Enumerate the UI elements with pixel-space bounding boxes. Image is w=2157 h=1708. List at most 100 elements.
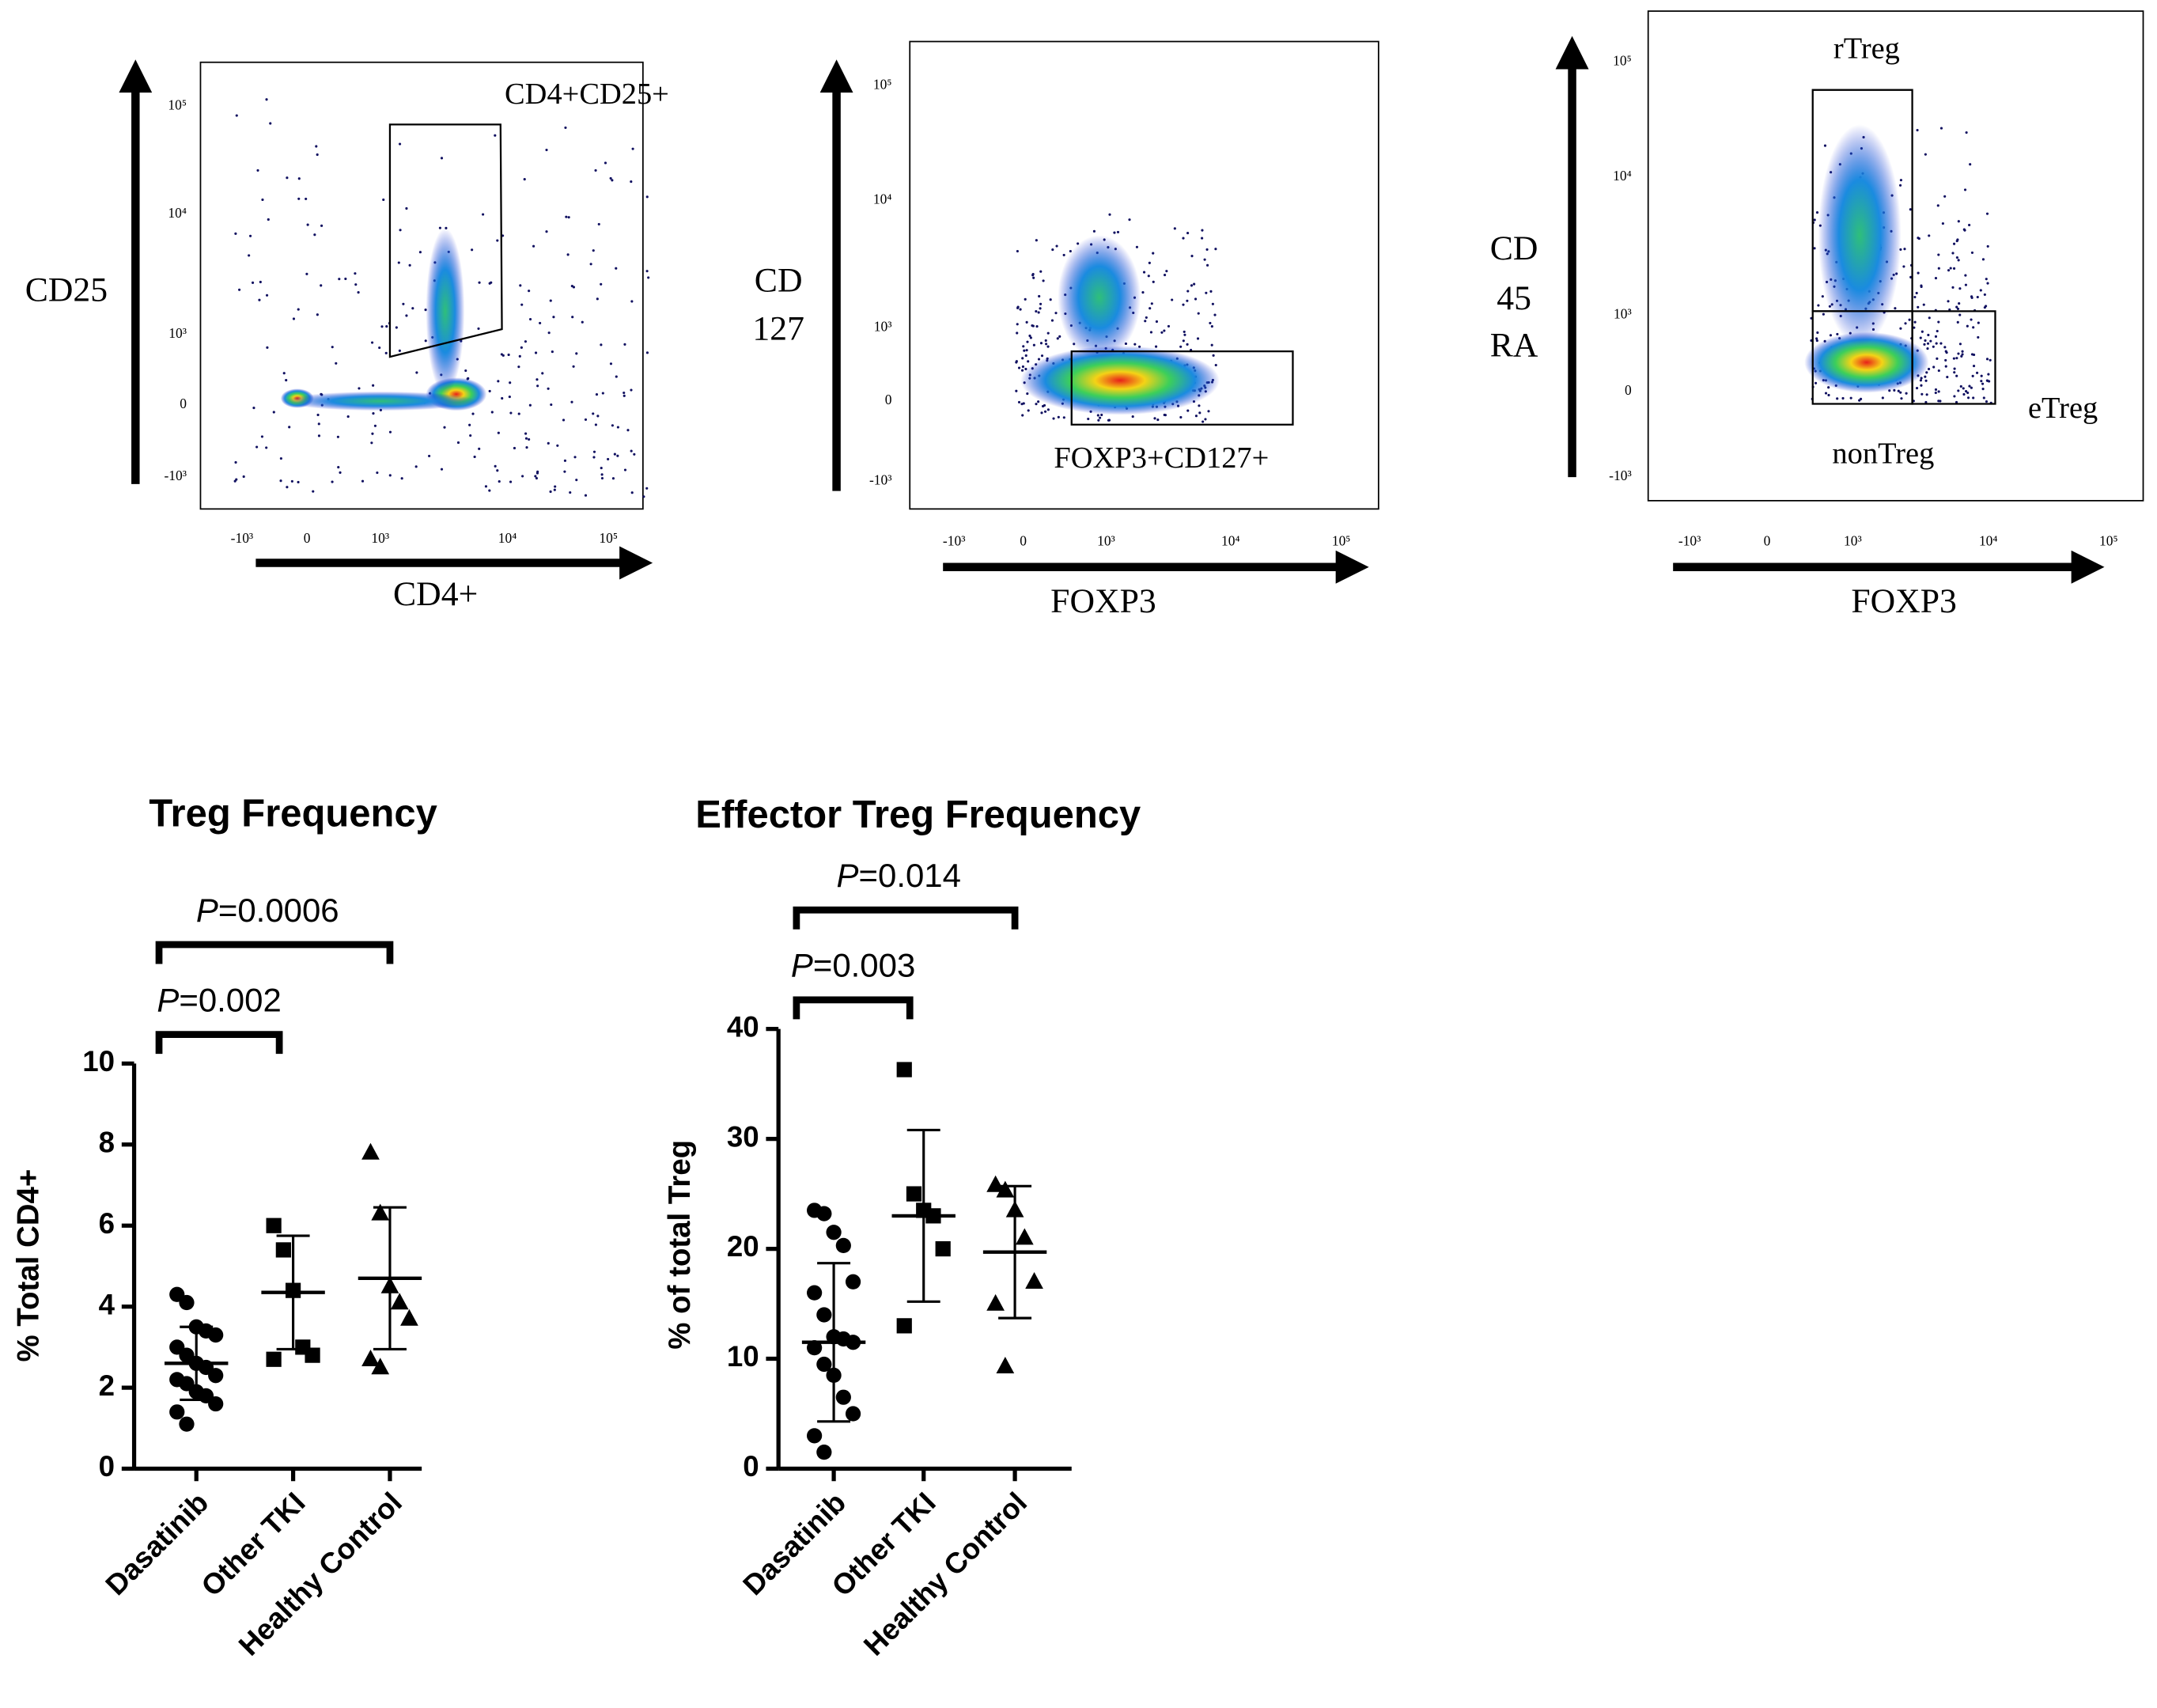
event-dot bbox=[1205, 248, 1209, 251]
event-dot bbox=[1150, 302, 1153, 305]
event-dot bbox=[1958, 343, 1962, 346]
event-dot bbox=[1932, 365, 1936, 369]
event-dot bbox=[1944, 365, 1947, 368]
event-dot bbox=[1035, 309, 1038, 313]
event-dot bbox=[584, 494, 588, 497]
event-dot bbox=[549, 490, 552, 494]
event-dot bbox=[1926, 342, 1930, 345]
event-dot bbox=[1021, 357, 1024, 360]
event-dot bbox=[373, 424, 377, 427]
event-dot bbox=[1017, 366, 1021, 369]
event-dot bbox=[611, 424, 614, 427]
event-dot bbox=[545, 148, 548, 152]
data-point bbox=[208, 1327, 224, 1343]
event-dot bbox=[1905, 392, 1908, 395]
event-dot bbox=[1934, 335, 1938, 338]
event-dot bbox=[1154, 345, 1158, 348]
event-dot bbox=[1972, 326, 1975, 329]
y-tick-label: 10⁵ bbox=[168, 97, 187, 113]
event-dot bbox=[1937, 267, 1940, 270]
event-dot bbox=[1022, 402, 1025, 405]
event-dot bbox=[1039, 302, 1043, 305]
event-dot bbox=[1163, 413, 1166, 417]
x-tick-label: 10⁵ bbox=[599, 530, 618, 546]
event-dot bbox=[1026, 340, 1029, 343]
x-tick-label: 10⁴ bbox=[1221, 532, 1240, 548]
data-point bbox=[816, 1307, 832, 1323]
y-tick-label: 0 bbox=[885, 392, 892, 407]
y-tick-label: 40 bbox=[727, 1010, 759, 1043]
event-dot bbox=[1212, 354, 1215, 357]
event-dot bbox=[551, 350, 554, 354]
event-dot bbox=[269, 122, 272, 125]
event-dot bbox=[1977, 335, 1980, 339]
event-dot bbox=[615, 375, 618, 378]
event-dot bbox=[1899, 179, 1903, 182]
event-dot bbox=[1128, 218, 1131, 222]
event-dot bbox=[478, 281, 481, 284]
event-dot bbox=[1145, 316, 1148, 319]
event-dot bbox=[238, 288, 241, 291]
event-dot bbox=[596, 297, 599, 301]
event-dot bbox=[443, 426, 446, 429]
event-dot bbox=[645, 270, 649, 273]
y-tick-label: 10⁵ bbox=[873, 76, 892, 92]
data-point bbox=[266, 1351, 282, 1367]
event-dot bbox=[1925, 393, 1928, 396]
event-dot bbox=[1937, 320, 1940, 324]
event-dot bbox=[1141, 291, 1145, 294]
event-dot bbox=[1894, 307, 1897, 310]
event-dot bbox=[1898, 184, 1902, 187]
event-dot bbox=[1909, 208, 1912, 211]
error-bar bbox=[180, 1325, 214, 1402]
event-dot bbox=[361, 479, 365, 483]
event-dot bbox=[611, 179, 614, 182]
event-dot bbox=[1019, 308, 1022, 311]
event-dot bbox=[1979, 289, 1982, 292]
event-dot bbox=[370, 441, 373, 445]
event-dot bbox=[1056, 337, 1059, 340]
event-dot bbox=[1183, 330, 1186, 333]
event-dot bbox=[1194, 415, 1198, 418]
density-cloud bbox=[1058, 235, 1141, 360]
x-tick-label: 10⁵ bbox=[2099, 532, 2118, 548]
y-axis-label: CD25 bbox=[25, 271, 108, 309]
event-dot bbox=[297, 177, 301, 180]
significance-bracket bbox=[155, 941, 394, 964]
event-dot bbox=[597, 222, 600, 225]
data-point bbox=[896, 1062, 912, 1077]
y-axis-label: 127 bbox=[752, 310, 804, 348]
y-axis-label: RA bbox=[1490, 327, 1538, 365]
x-tick-label: 10³ bbox=[371, 530, 389, 546]
event-dot bbox=[354, 283, 358, 286]
y-tick-label: -10³ bbox=[1609, 468, 1632, 483]
error-bar bbox=[998, 1184, 1032, 1320]
event-dot bbox=[1980, 374, 1983, 377]
event-dot bbox=[482, 213, 485, 216]
event-dot bbox=[623, 391, 626, 395]
event-dot bbox=[535, 476, 539, 480]
event-dot bbox=[1043, 403, 1046, 407]
event-dot bbox=[549, 299, 552, 302]
event-dot bbox=[630, 388, 633, 392]
event-dot bbox=[581, 320, 584, 324]
event-dot bbox=[1016, 249, 1019, 253]
event-dot bbox=[1016, 331, 1019, 335]
event-dot bbox=[556, 444, 559, 447]
event-dot bbox=[575, 479, 578, 482]
event-dot bbox=[249, 234, 252, 237]
event-dot bbox=[242, 475, 245, 479]
event-dot bbox=[600, 473, 604, 476]
event-dot bbox=[265, 294, 269, 297]
event-dot bbox=[1144, 320, 1147, 323]
event-dot bbox=[411, 307, 414, 310]
event-dot bbox=[528, 437, 531, 441]
event-dot bbox=[528, 403, 532, 407]
p-value: P=0.0006 bbox=[196, 892, 339, 929]
event-dot bbox=[630, 449, 633, 453]
event-dot bbox=[1970, 318, 1973, 321]
event-dot bbox=[1055, 244, 1058, 248]
event-dot bbox=[1149, 307, 1152, 310]
data-point bbox=[896, 1318, 912, 1334]
error-bar bbox=[906, 1128, 940, 1303]
